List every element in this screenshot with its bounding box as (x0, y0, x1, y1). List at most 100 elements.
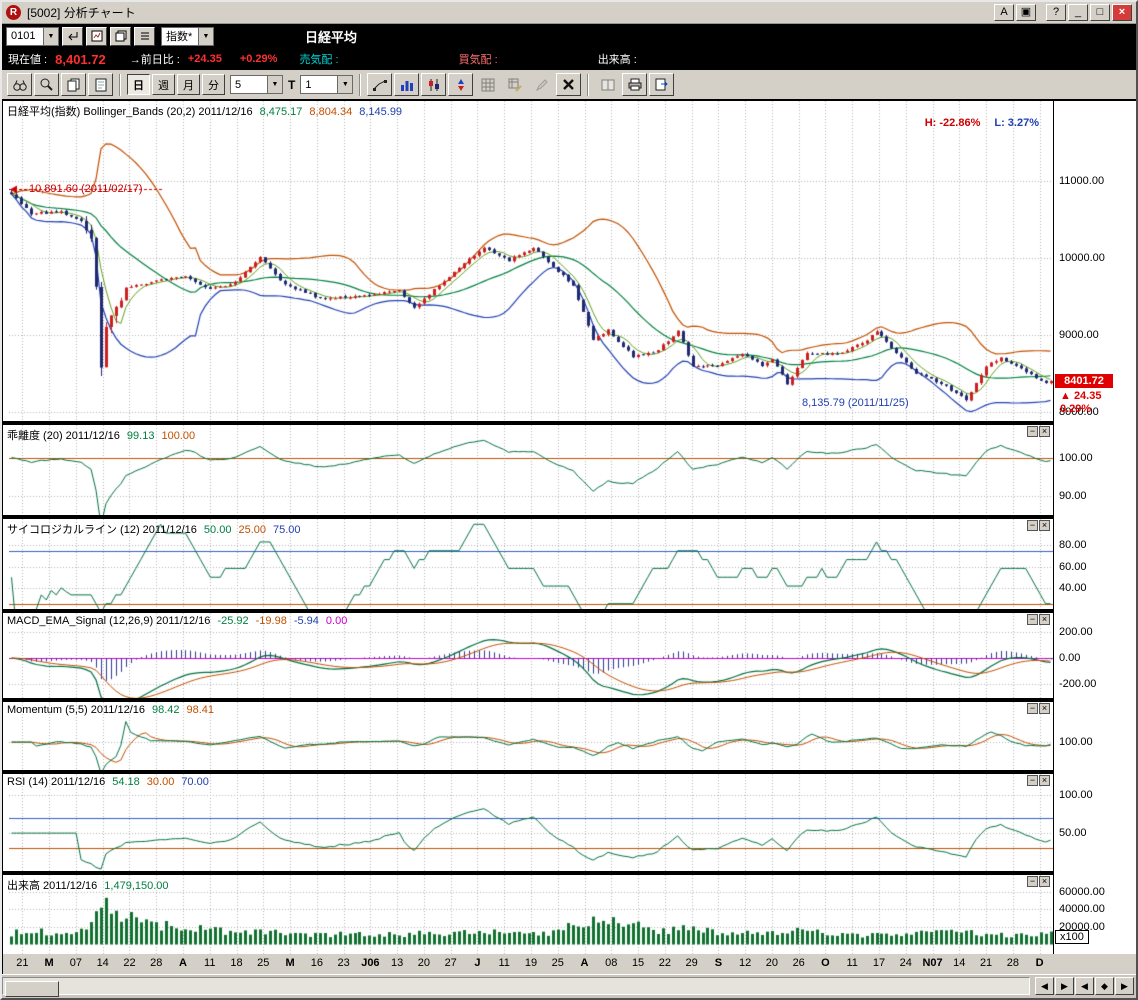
category-combo[interactable]: 指数* ▼ (161, 26, 214, 46)
vol-header-value: 出来高 2011/12/16 (7, 880, 98, 892)
x-axis-label: S (714, 957, 723, 969)
export-button[interactable] (649, 73, 675, 96)
main-header-value: 8,475.17 (259, 106, 303, 118)
rsi-plot-canvas[interactable] (9, 774, 1053, 871)
grid-edit-icon (508, 78, 522, 92)
macd-header-value: -25.92 (217, 615, 249, 627)
bar-chart-button[interactable] (394, 73, 420, 96)
x-axis-label: 22 (123, 957, 136, 969)
psy-plot-canvas[interactable] (9, 519, 1053, 609)
symbol-list-button[interactable] (134, 26, 155, 46)
horizontal-scrollbar[interactable]: ◀ ▶ ◀ ◆ ▶ (2, 974, 1136, 998)
copy-chart-button[interactable] (61, 73, 86, 96)
chevron-down-icon[interactable]: ▼ (43, 27, 58, 45)
dev-header-value: 乖離度 (20) 2011/12/16 (7, 430, 120, 442)
main-axis-tick: 11000.00 (1059, 174, 1105, 187)
maximize-button[interactable]: □ (1090, 4, 1110, 21)
macd-plot-canvas[interactable] (9, 613, 1053, 698)
fit-range-button[interactable]: ◆ (1095, 977, 1114, 995)
bar-chart-icon (400, 78, 414, 92)
scrollbar-track[interactable] (2, 977, 1030, 997)
macd-panel-close-button[interactable]: × (1039, 614, 1050, 625)
search-chart-button[interactable] (7, 73, 32, 96)
x-axis-label: O (821, 957, 830, 969)
grid-settings-button[interactable] (502, 73, 528, 96)
chart-toolbar: 日 週 月 分 5 ▼ T 1 ▼ (2, 70, 1136, 100)
x-axis-label: J (474, 957, 481, 969)
page-left-button[interactable]: ◀ (1075, 977, 1094, 995)
macd-panel-minimize-button[interactable]: − (1027, 614, 1038, 625)
page-right-button[interactable]: ▶ (1115, 977, 1134, 995)
x-axis-label: 15 (631, 957, 645, 969)
x-axis-label: 26 (792, 957, 805, 969)
mom-panel-close-button[interactable]: × (1039, 703, 1050, 714)
minute-interval-combo[interactable]: 5 ▼ (230, 75, 283, 94)
vol-panel-header: 出来高 2011/12/16 1,479,150.00 (7, 877, 176, 893)
register-page-button[interactable] (86, 26, 107, 46)
layout-button[interactable]: ▣ (1016, 4, 1036, 21)
chevron-down-icon[interactable]: ▼ (337, 76, 353, 93)
candle-chart-button[interactable] (421, 73, 447, 96)
erase-button[interactable] (556, 73, 582, 96)
print-button[interactable] (622, 73, 648, 96)
register-page2-button[interactable] (110, 26, 131, 46)
symbol-code-combo[interactable]: 0101 ▼ (6, 26, 59, 46)
scroll-right-button[interactable]: ▶ (1055, 977, 1074, 995)
x-axis-label: 17 (872, 957, 886, 969)
tick-arrows-button[interactable] (448, 73, 474, 96)
minimize-button[interactable]: _ (1068, 4, 1088, 21)
current-price-value: 8,401.72 (55, 51, 106, 67)
dev-panel-close-button[interactable]: × (1039, 426, 1050, 437)
period-day-button[interactable]: 日 (127, 74, 150, 95)
chart-region: 日経平均(指数) Bollinger_Bands (20,2) 2011/12/… (2, 100, 1136, 954)
rsi-header-value: 54.18 (112, 776, 140, 788)
tick-interval-combo[interactable]: 1 ▼ (300, 75, 354, 94)
scrollbar-thumb[interactable] (5, 981, 59, 997)
grid-icon (481, 78, 495, 92)
candlestick-icon (427, 78, 441, 92)
main-header-value: 8,804.34 (309, 106, 353, 118)
chevron-down-icon[interactable]: ▼ (198, 27, 213, 45)
font-size-button[interactable]: A (994, 4, 1014, 21)
draw-button[interactable] (529, 73, 555, 96)
up-down-arrows-icon (454, 78, 468, 92)
dev-panel-minimize-button[interactable]: − (1027, 426, 1038, 437)
title-bar[interactable]: R [5002] 分析チャート A ▣ ? _ □ × (2, 2, 1136, 24)
scroll-left-button[interactable]: ◀ (1035, 977, 1054, 995)
mom-plot-canvas[interactable] (9, 702, 1053, 770)
main-plot-canvas[interactable] (9, 101, 1053, 421)
copy-page-icon (67, 78, 81, 92)
macd-header-value: -19.98 (255, 615, 287, 627)
close-button[interactable]: × (1112, 4, 1132, 21)
macd-panel-header: MACD_EMA_Signal (12,26,9) 2011/12/16 -25.… (7, 615, 354, 627)
vol-axis-tick: 20000.00 (1059, 920, 1105, 933)
window-layout-icon (601, 79, 615, 91)
time-axis: 21 M 07 14 22 28 A 11 18 25 M 16 23 J06 13 20 27 J 11 19 25 A… (2, 954, 1136, 974)
period-month-button[interactable]: 月 (177, 74, 200, 95)
mom-panel-header: Momentum (5,5) 2011/12/16 98.42 98.41 (7, 704, 221, 716)
vol-plot-canvas[interactable] (9, 875, 1053, 954)
period-minute-button[interactable]: 分 (202, 74, 225, 95)
window-split-button[interactable] (595, 73, 621, 96)
new-page-button[interactable] (88, 73, 113, 96)
dev-plot-canvas[interactable] (9, 425, 1053, 515)
enter-button[interactable] (62, 26, 83, 46)
help-button[interactable]: ? (1046, 4, 1066, 21)
mom-panel-minimize-button[interactable]: − (1027, 703, 1038, 714)
vol-panel-close-button[interactable]: × (1039, 876, 1050, 887)
x-axis-label: A (580, 957, 589, 969)
rsi-header-value: 30.00 (146, 776, 175, 788)
line-chart-button[interactable] (367, 73, 393, 96)
psy-panel-close-button[interactable]: × (1039, 520, 1050, 531)
psy-panel-minimize-button[interactable]: − (1027, 520, 1038, 531)
chevron-down-icon[interactable]: ▼ (267, 76, 282, 93)
vol-panel-minimize-button[interactable]: − (1027, 876, 1038, 887)
rsi-panel-close-button[interactable]: × (1039, 775, 1050, 786)
high-percent-label: H: -22.86% (924, 117, 981, 129)
period-week-button[interactable]: 週 (152, 74, 175, 95)
grid-button[interactable] (475, 73, 501, 96)
rsi-panel-minimize-button[interactable]: − (1027, 775, 1038, 786)
binoculars-icon (12, 78, 28, 92)
zoom-button[interactable] (34, 73, 59, 96)
x-axis-label: 13 (391, 957, 404, 969)
